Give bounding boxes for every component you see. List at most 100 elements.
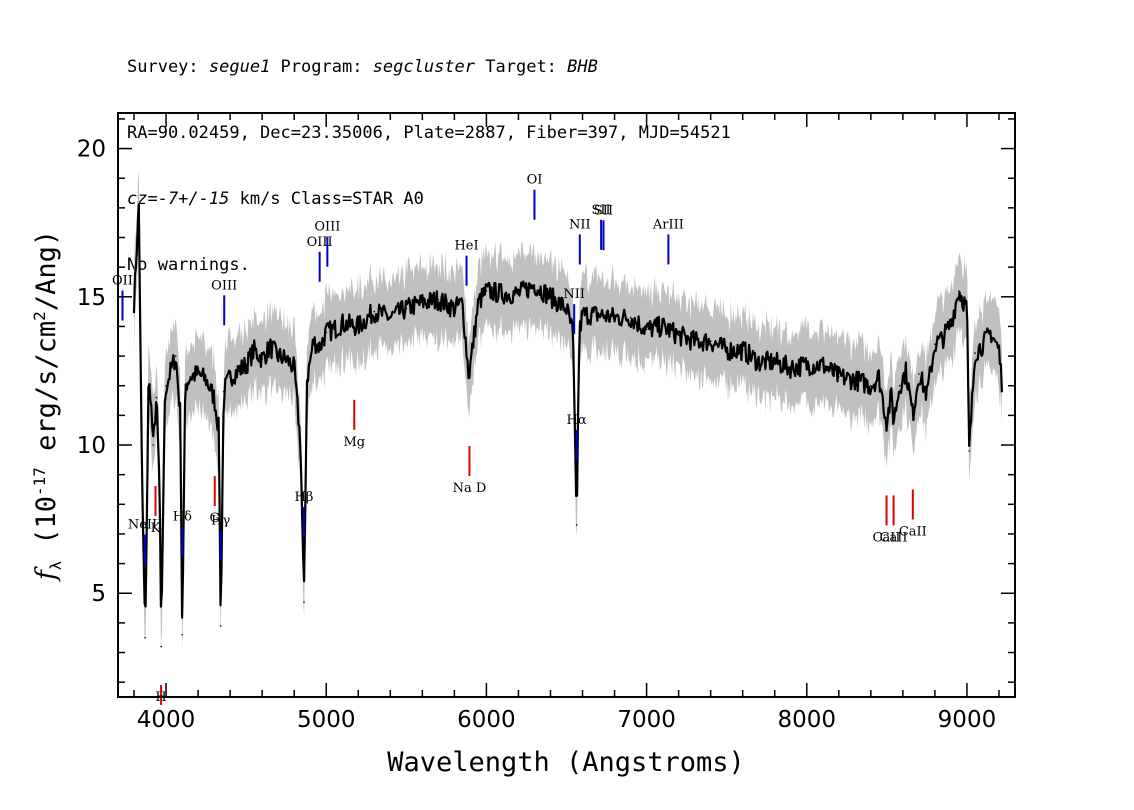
flux-point [253, 349, 255, 352]
flux-point [918, 373, 920, 375]
emission-line-label: SII [594, 203, 613, 218]
emission-line-label: NII [563, 287, 585, 302]
flux-point [141, 479, 143, 482]
x-tick-label: 9000 [938, 707, 997, 733]
x-tick-label: 4000 [137, 707, 196, 733]
header-line-redshift: cz=-7+/-15 km/s Class=STAR A0 [127, 189, 424, 209]
flux-point [575, 524, 578, 526]
flux-point [149, 384, 151, 387]
flux-series [132, 203, 1003, 648]
flux-point [870, 384, 872, 387]
y-tick-label: 15 [77, 285, 106, 311]
flux-point [942, 337, 944, 340]
x-tick-label: 8000 [777, 707, 836, 733]
absorption-line-label: Na D [453, 481, 487, 496]
flux-point [421, 301, 424, 304]
flux-point [741, 349, 744, 352]
flux-point [693, 340, 696, 343]
flux-point [306, 379, 308, 381]
flux-point [144, 636, 146, 639]
flux-point [990, 331, 992, 334]
flux-point [773, 361, 776, 363]
flux-point [898, 384, 901, 387]
flux-point [597, 313, 600, 316]
flux-point [982, 343, 984, 346]
flux-point [892, 420, 895, 423]
flux-point [905, 370, 907, 372]
y-axis-title: fλ (10-17 erg/s/cm2/Ang) [30, 230, 65, 582]
model-spread [134, 170, 1002, 651]
flux-point [974, 352, 976, 354]
flux-point [184, 384, 187, 387]
emission-line-label: OIII [307, 235, 333, 250]
flux-point [629, 316, 632, 319]
flux-point [645, 328, 648, 331]
x-tick-label: 7000 [617, 707, 676, 733]
emission-line-label: OI [527, 173, 543, 188]
x-tick-label: 5000 [297, 707, 356, 733]
header-line-survey: Survey: segue1 Program: segcluster Targe… [127, 57, 598, 77]
flux-point [373, 310, 376, 313]
flux-point [533, 284, 536, 286]
flux-point [389, 316, 392, 319]
flux-point [565, 307, 568, 310]
emission-line-label: ArIII [652, 217, 684, 232]
flux-point [950, 322, 952, 325]
flux-point [854, 379, 856, 381]
model-band [134, 170, 1002, 651]
flux-point [822, 364, 824, 366]
emission-line-label: NeIII [128, 518, 162, 533]
axis-ticks: 4000 5000 6000 7000 8000 9000 5 10 15 20 [77, 113, 1015, 733]
flux-point [158, 488, 161, 491]
flux-point [303, 601, 305, 603]
absorption-line-label: CaII [880, 530, 908, 545]
flux-point [160, 645, 162, 648]
flux-point [181, 633, 183, 636]
flux-point [926, 393, 928, 396]
flux-point [968, 450, 970, 452]
flux-point [958, 290, 960, 292]
flux-point [333, 328, 336, 331]
flux-point [299, 444, 302, 446]
flux-point [578, 331, 581, 334]
flux-point [218, 429, 220, 432]
flux-point [138, 204, 140, 206]
y-tick-label: 5 [91, 581, 106, 607]
flux-point [245, 364, 247, 366]
header-line-coordinates: RA=90.02459, Dec=23.35006, Plate=2887, F… [127, 123, 731, 143]
spectrum-header: Survey: segue1 Program: segcluster Targe… [127, 12, 731, 298]
flux-point [237, 370, 239, 372]
absorption-line-label: CaII [873, 530, 901, 545]
flux-point [890, 393, 893, 396]
flux-point [133, 301, 135, 304]
flux-point [677, 334, 680, 337]
flux-point [998, 349, 1000, 352]
x-axis-title: Wavelength (Angstroms) [387, 747, 745, 778]
flux-point [461, 301, 464, 304]
flux-point [437, 299, 440, 301]
flux-point [147, 390, 150, 393]
flux-point [757, 361, 760, 363]
flux-point [197, 373, 199, 375]
flux-point [790, 367, 792, 369]
flux-point [453, 307, 456, 310]
emission-line-label: NII [569, 217, 591, 232]
emission-line-label: OII [112, 274, 133, 289]
flux-point [517, 293, 520, 295]
flux-point [319, 346, 321, 349]
absorption-line-label: K [151, 521, 161, 536]
flux-point [293, 367, 296, 369]
flux-point [468, 376, 470, 378]
emission-line-label: Hδ [173, 509, 192, 524]
flux-point [222, 390, 225, 393]
flux-point [581, 313, 584, 316]
flux-point [661, 325, 664, 328]
flux-point [549, 296, 552, 298]
plot-frame [117, 112, 1016, 698]
flux-point [269, 346, 272, 349]
emission-line-label: HeI [454, 239, 478, 254]
flux-point [261, 358, 264, 360]
flux-point [912, 414, 914, 417]
flux-point [179, 414, 182, 417]
emission-line-label: Hγ [211, 514, 230, 529]
